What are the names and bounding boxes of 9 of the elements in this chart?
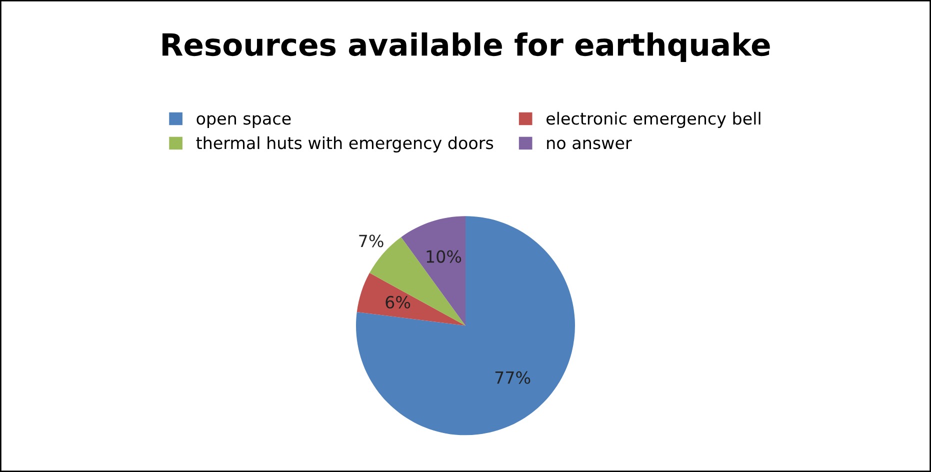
legend-label: open space <box>196 115 291 128</box>
data-label: 10% <box>426 250 462 263</box>
data-label: 6% <box>386 296 410 309</box>
data-label: 77% <box>495 371 530 384</box>
legend-label: thermal huts with emergency doors <box>196 136 494 152</box>
data-label: 7% <box>359 234 384 248</box>
legend-label: no answer <box>547 140 632 150</box>
legend-label: electronic emergency bell <box>546 112 760 128</box>
chart-title: Resources available for earthquake <box>162 32 770 62</box>
